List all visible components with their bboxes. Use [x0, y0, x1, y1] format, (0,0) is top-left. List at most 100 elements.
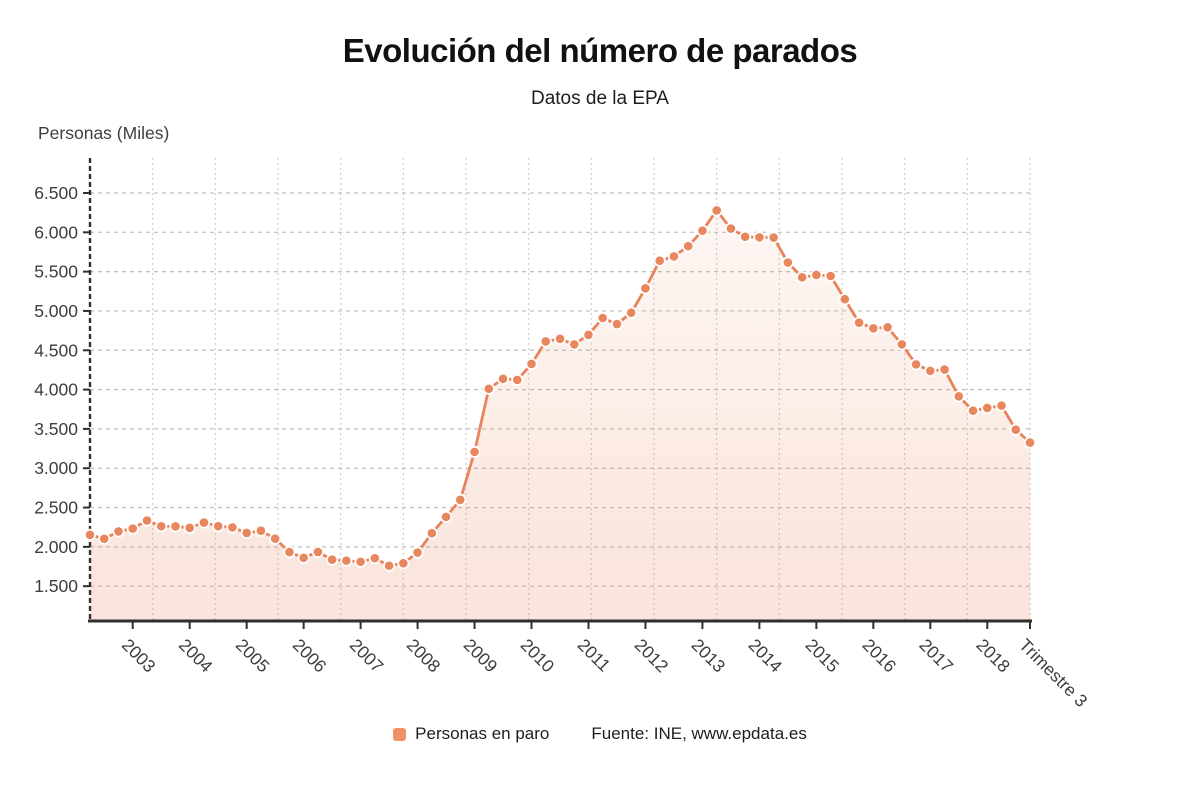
x-tick-label: 2016 [859, 635, 901, 677]
data-point[interactable] [1009, 423, 1022, 436]
data-point[interactable] [354, 555, 367, 568]
data-point[interactable] [468, 445, 481, 458]
data-point[interactable] [781, 256, 794, 269]
x-tick-label: 2017 [915, 635, 957, 677]
y-tick-label: 4.500 [34, 340, 78, 360]
data-point[interactable] [482, 382, 495, 395]
data-point[interactable] [368, 552, 381, 565]
data-point[interactable] [197, 516, 211, 529]
data-point[interactable] [639, 282, 652, 295]
data-point[interactable] [582, 328, 595, 341]
data-point[interactable] [382, 559, 396, 572]
data-point[interactable] [539, 335, 552, 348]
y-tick-label: 3.500 [34, 419, 78, 439]
data-point[interactable] [796, 271, 809, 284]
data-point[interactable] [439, 510, 453, 523]
data-point[interactable] [212, 520, 225, 533]
data-point[interactable] [895, 338, 908, 351]
y-tick-label: 5.000 [34, 301, 78, 321]
data-point[interactable] [568, 338, 581, 351]
y-tick-label: 3.000 [34, 458, 78, 478]
data-point[interactable] [966, 404, 980, 417]
data-point[interactable] [397, 557, 410, 570]
data-point[interactable] [724, 222, 738, 235]
data-point[interactable] [283, 545, 296, 559]
data-point[interactable] [952, 390, 965, 403]
data-point[interactable] [454, 493, 467, 506]
data-point[interactable] [909, 358, 923, 371]
x-tick-label: 2018 [972, 635, 1014, 677]
data-point[interactable] [254, 524, 268, 537]
data-point[interactable] [326, 553, 339, 566]
data-point[interactable] [610, 317, 624, 331]
data-point[interactable] [696, 224, 709, 237]
legend-item-personas-en-paro[interactable]: Personas en paro [393, 724, 549, 744]
data-point[interactable] [525, 357, 538, 371]
data-point[interactable] [240, 526, 253, 540]
data-point[interactable] [838, 293, 851, 306]
data-point[interactable] [1023, 436, 1037, 449]
data-point[interactable] [810, 268, 823, 282]
area-fill [90, 210, 1030, 620]
data-point[interactable] [667, 250, 681, 263]
data-point[interactable] [411, 546, 424, 559]
x-tick-label: 2011 [574, 635, 615, 676]
data-point[interactable] [852, 316, 866, 329]
legend-swatch-icon [393, 727, 407, 741]
y-tick-label: 4.000 [34, 380, 78, 400]
x-tick-label: 2007 [346, 635, 388, 677]
data-point[interactable] [269, 532, 282, 545]
x-tick-label: 2014 [745, 635, 787, 677]
y-tick-label: 6.500 [34, 183, 78, 203]
data-point[interactable] [112, 525, 125, 538]
data-point[interactable] [311, 545, 324, 559]
data-point[interactable] [881, 321, 894, 334]
data-point[interactable] [824, 269, 837, 283]
x-tick-label: 2015 [802, 635, 844, 677]
x-tick-label: 2012 [631, 635, 673, 677]
x-tick-label: 2010 [517, 635, 559, 677]
y-tick-label: 5.500 [34, 262, 78, 282]
data-point[interactable] [753, 231, 766, 244]
x-tick-label: 2003 [118, 635, 160, 677]
source-text: Fuente: INE, www.epdata.es [591, 724, 807, 743]
data-point[interactable] [155, 520, 168, 533]
x-tick-label: 2006 [289, 635, 331, 677]
x-tick-label: Trimestre 3 [1015, 635, 1091, 711]
data-point[interactable] [981, 401, 994, 415]
y-tick-label: 1.500 [34, 576, 78, 596]
data-point[interactable] [739, 230, 752, 243]
x-tick-label: 2005 [232, 635, 274, 677]
data-point[interactable] [297, 551, 310, 564]
data-point[interactable] [98, 532, 111, 545]
data-point[interactable] [183, 521, 196, 534]
data-point[interactable] [553, 332, 567, 345]
chart-subtitle: Datos de la EPA [530, 88, 669, 109]
data-point[interactable] [767, 231, 780, 244]
legend-label: Personas en paro [415, 724, 550, 743]
data-point[interactable] [511, 373, 524, 386]
data-point[interactable] [710, 204, 723, 217]
data-point[interactable] [625, 306, 638, 319]
data-point[interactable] [682, 240, 695, 253]
data-point[interactable] [995, 399, 1008, 412]
data-point[interactable] [340, 554, 353, 567]
data-point[interactable] [126, 522, 139, 535]
data-point[interactable] [924, 364, 937, 377]
y-tick-label: 2.500 [34, 498, 78, 518]
y-tick-label: 2.000 [34, 537, 78, 557]
data-point[interactable] [140, 514, 154, 527]
data-point[interactable] [425, 527, 438, 540]
data-point[interactable] [938, 363, 951, 376]
y-axis-title: Personas (Miles) [38, 123, 170, 143]
legend-row: Personas en paro Fuente: INE, www.epdata… [0, 724, 1200, 744]
data-point[interactable] [169, 520, 182, 533]
data-point[interactable] [83, 528, 97, 541]
data-point[interactable] [496, 372, 510, 385]
data-point[interactable] [653, 254, 666, 267]
data-point[interactable] [226, 521, 239, 534]
data-point[interactable] [867, 322, 880, 335]
data-point[interactable] [596, 311, 609, 325]
